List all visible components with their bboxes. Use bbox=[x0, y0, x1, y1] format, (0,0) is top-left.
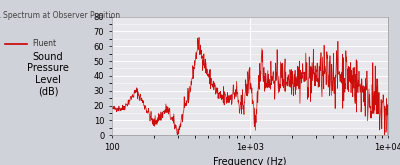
X-axis label: Frequency (Hz): Frequency (Hz) bbox=[213, 158, 287, 165]
Text: Sound
Pressure
Level
(dB): Sound Pressure Level (dB) bbox=[27, 52, 69, 97]
Text: SPL Spectrum at Observer Position: SPL Spectrum at Observer Position bbox=[0, 11, 120, 20]
Text: Fluent: Fluent bbox=[32, 39, 56, 48]
